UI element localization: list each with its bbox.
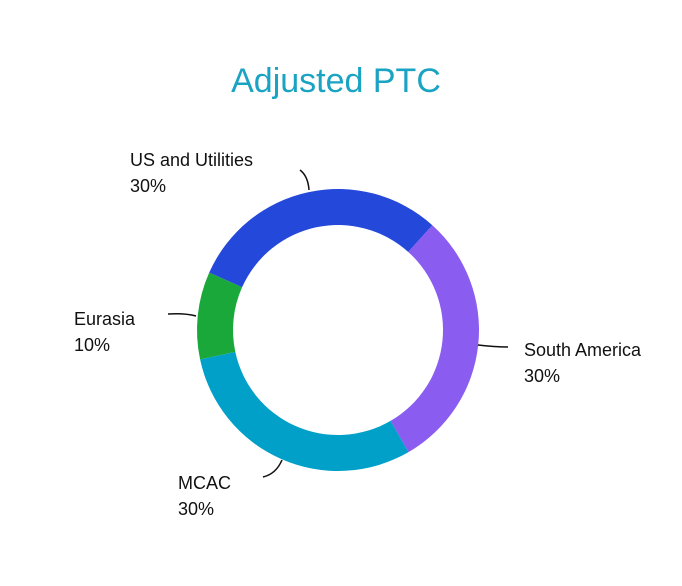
leader-line xyxy=(262,459,283,478)
donut-segment xyxy=(209,189,433,288)
slice-label: US and Utilities xyxy=(130,150,253,170)
slice-label: South America xyxy=(524,340,642,360)
slice-label: MCAC xyxy=(178,473,231,493)
slice-value-label: 10% xyxy=(74,335,110,355)
leader-line xyxy=(167,313,197,317)
slice-value-label: 30% xyxy=(524,366,560,386)
chart-title: Adjusted PTC xyxy=(231,62,441,100)
slice-value-label: 30% xyxy=(130,176,166,196)
leader-line xyxy=(477,344,509,348)
slice-label: Eurasia xyxy=(74,309,136,329)
leader-line xyxy=(299,169,310,191)
donut-segment xyxy=(390,225,479,453)
donut-segment xyxy=(197,272,243,360)
donut-segment xyxy=(200,351,409,471)
slice-value-label: 30% xyxy=(178,499,214,519)
